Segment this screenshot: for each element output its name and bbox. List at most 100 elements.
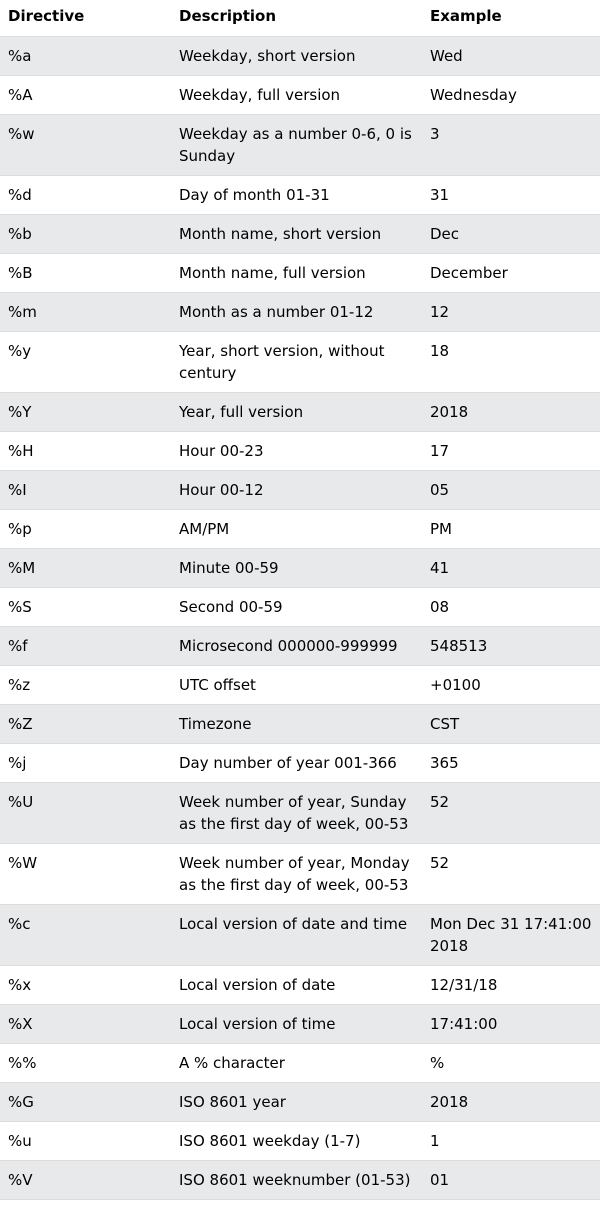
directive-cell: %p bbox=[0, 509, 170, 549]
description-cell: Hour 00-23 bbox=[170, 431, 421, 471]
table-row: %z UTC offset +0100 bbox=[0, 665, 600, 705]
table-row: %f Microsecond 000000-999999 548513 bbox=[0, 626, 600, 666]
table-row: %S Second 00-59 08 bbox=[0, 587, 600, 627]
table-row: %m Month as a number 01-12 12 bbox=[0, 292, 600, 332]
description-cell: Hour 00-12 bbox=[170, 470, 421, 510]
table-body: %a Weekday, short version Wed %A Weekday, fu… bbox=[0, 36, 600, 1200]
example-cell: 18 bbox=[421, 331, 600, 393]
table-row: %a Weekday, short version Wed bbox=[0, 36, 600, 76]
table-row: %X Local version of time 17:41:00 bbox=[0, 1004, 600, 1044]
table-row: %d Day of month 01-31 31 bbox=[0, 175, 600, 215]
directive-cell: %m bbox=[0, 292, 170, 332]
description-cell: ISO 8601 weekday (1-7) bbox=[170, 1121, 421, 1161]
directive-cell: %f bbox=[0, 626, 170, 666]
table-header-row: Directive Description Example bbox=[0, 0, 600, 37]
directive-cell: %V bbox=[0, 1160, 170, 1200]
description-cell: Day of month 01-31 bbox=[170, 175, 421, 215]
directive-cell: %B bbox=[0, 253, 170, 293]
example-cell: 05 bbox=[421, 470, 600, 510]
description-cell: Month name, full version bbox=[170, 253, 421, 293]
example-cell: 17 bbox=[421, 431, 600, 471]
directive-cell: %M bbox=[0, 548, 170, 588]
table-row: %c Local version of date and time Mon Dec … bbox=[0, 904, 600, 966]
example-cell: Wednesday bbox=[421, 75, 600, 115]
directive-cell: %Y bbox=[0, 392, 170, 432]
example-cell: Mon Dec 31 17:41:00 2018 bbox=[421, 904, 600, 966]
table-row: %Z Timezone CST bbox=[0, 704, 600, 744]
example-cell: 52 bbox=[421, 782, 600, 844]
description-cell: Week number of year, Sunday as the first… bbox=[170, 782, 421, 844]
header-example: Example bbox=[430, 7, 502, 25]
description-cell: Local version of date and time bbox=[170, 904, 421, 966]
example-cell: 01 bbox=[421, 1160, 600, 1200]
table-row: %Y Year, full version 2018 bbox=[0, 392, 600, 432]
directive-cell: %w bbox=[0, 114, 170, 176]
header-description: Description bbox=[179, 7, 277, 25]
description-cell: ISO 8601 weeknumber (01-53) bbox=[170, 1160, 421, 1200]
example-cell: Wed bbox=[421, 36, 600, 76]
table-row: %W Week number of year, Monday as the fir… bbox=[0, 843, 600, 905]
table-row: %j Day number of year 001-366 365 bbox=[0, 743, 600, 783]
example-cell: 31 bbox=[421, 175, 600, 215]
example-cell: % bbox=[421, 1043, 600, 1083]
directive-cell: %H bbox=[0, 431, 170, 471]
directive-cell: %z bbox=[0, 665, 170, 705]
table-row: %y Year, short version, without century 18 bbox=[0, 331, 600, 393]
description-cell: Month name, short version bbox=[170, 214, 421, 254]
example-cell: 08 bbox=[421, 587, 600, 627]
description-cell: Second 00-59 bbox=[170, 587, 421, 627]
description-cell: Minute 00-59 bbox=[170, 548, 421, 588]
table-row: %H Hour 00-23 17 bbox=[0, 431, 600, 471]
directive-cell: %W bbox=[0, 843, 170, 905]
description-cell: AM/PM bbox=[170, 509, 421, 549]
example-cell: 52 bbox=[421, 843, 600, 905]
example-cell: 1 bbox=[421, 1121, 600, 1161]
description-cell: Month as a number 01-12 bbox=[170, 292, 421, 332]
directive-cell: %X bbox=[0, 1004, 170, 1044]
table-row: %x Local version of date 12/31/18 bbox=[0, 965, 600, 1005]
description-cell: Weekday as a number 0-6, 0 is Sunday bbox=[170, 114, 421, 176]
example-cell: 548513 bbox=[421, 626, 600, 666]
example-cell: 12 bbox=[421, 292, 600, 332]
description-cell: Year, full version bbox=[170, 392, 421, 432]
directive-cell: %u bbox=[0, 1121, 170, 1161]
directive-cell: %G bbox=[0, 1082, 170, 1122]
description-cell: ISO 8601 year bbox=[170, 1082, 421, 1122]
description-cell: Weekday, full version bbox=[170, 75, 421, 115]
table-row: %% A % character% bbox=[0, 1043, 600, 1083]
table-row: %b Month name, short version Dec bbox=[0, 214, 600, 254]
example-cell: CST bbox=[421, 704, 600, 744]
description-cell: Weekday, short version bbox=[170, 36, 421, 76]
table-row: %A Weekday, full version Wednesday bbox=[0, 75, 600, 115]
table-row: %p AM/PM PM bbox=[0, 509, 600, 549]
description-cell: Year, short version, without century bbox=[170, 331, 421, 393]
directive-cell: %a bbox=[0, 36, 170, 76]
example-cell: 365 bbox=[421, 743, 600, 783]
example-cell: 12/31/18 bbox=[421, 965, 600, 1005]
description-cell: Local version of time bbox=[170, 1004, 421, 1044]
directive-cell: %y bbox=[0, 331, 170, 393]
directive-cell: %U bbox=[0, 782, 170, 844]
description-cell: Day number of year 001-366 bbox=[170, 743, 421, 783]
example-cell: 17:41:00 bbox=[421, 1004, 600, 1044]
table-row: %B Month name, full version December bbox=[0, 253, 600, 293]
table-row: %I Hour 00-12 05 bbox=[0, 470, 600, 510]
directive-cell: %j bbox=[0, 743, 170, 783]
directive-cell: %b bbox=[0, 214, 170, 254]
example-cell: +0100 bbox=[421, 665, 600, 705]
example-cell: PM bbox=[421, 509, 600, 549]
directive-cell: %d bbox=[0, 175, 170, 215]
header-directive: Directive bbox=[8, 7, 85, 25]
description-cell: Local version of date bbox=[170, 965, 421, 1005]
directive-cell: %% bbox=[0, 1043, 170, 1083]
table-row: %M Minute 00-59 41 bbox=[0, 548, 600, 588]
table-row: %u ISO 8601 weekday (1-7) 1 bbox=[0, 1121, 600, 1161]
directive-cell: %S bbox=[0, 587, 170, 627]
table-row: %V ISO 8601 weeknumber (01-53) 01 bbox=[0, 1160, 600, 1200]
description-cell: Timezone bbox=[170, 704, 421, 744]
directive-cell: %A bbox=[0, 75, 170, 115]
description-cell: UTC offset bbox=[170, 665, 421, 705]
description-cell: Microsecond 000000-999999 bbox=[170, 626, 421, 666]
directive-cell: %x bbox=[0, 965, 170, 1005]
